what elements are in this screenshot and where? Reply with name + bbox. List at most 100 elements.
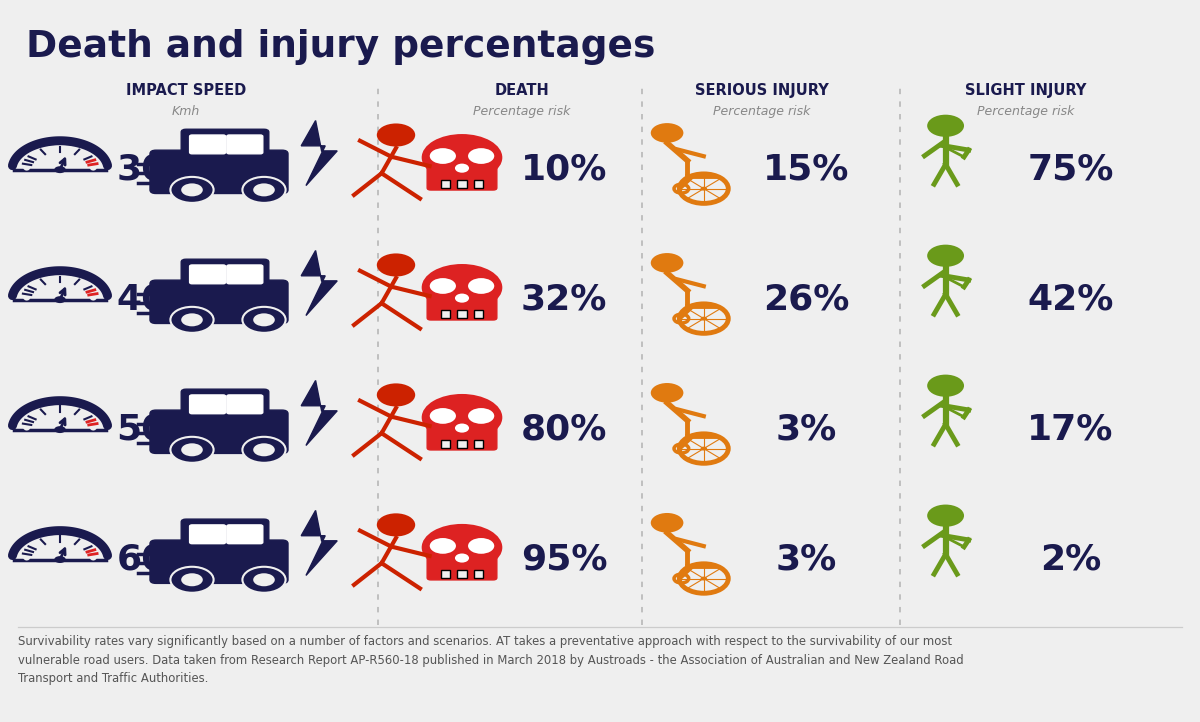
Ellipse shape bbox=[455, 424, 469, 432]
Ellipse shape bbox=[430, 278, 456, 294]
Ellipse shape bbox=[468, 408, 494, 424]
Ellipse shape bbox=[421, 394, 503, 441]
Circle shape bbox=[242, 177, 286, 203]
Text: Survivability rates vary significantly based on a number of factors and scenario: Survivability rates vary significantly b… bbox=[18, 635, 964, 685]
FancyBboxPatch shape bbox=[427, 297, 497, 320]
Text: 30: 30 bbox=[116, 152, 167, 187]
FancyBboxPatch shape bbox=[227, 525, 263, 544]
Circle shape bbox=[242, 307, 286, 333]
FancyBboxPatch shape bbox=[181, 519, 269, 547]
FancyBboxPatch shape bbox=[150, 410, 288, 453]
Circle shape bbox=[54, 556, 66, 563]
Ellipse shape bbox=[468, 538, 494, 554]
FancyBboxPatch shape bbox=[440, 310, 450, 318]
FancyBboxPatch shape bbox=[427, 557, 497, 580]
Text: 95%: 95% bbox=[521, 542, 607, 577]
Ellipse shape bbox=[421, 264, 503, 311]
Circle shape bbox=[377, 513, 415, 536]
Circle shape bbox=[181, 313, 203, 326]
Circle shape bbox=[253, 183, 275, 196]
Circle shape bbox=[377, 383, 415, 406]
Polygon shape bbox=[301, 251, 337, 316]
Circle shape bbox=[54, 426, 66, 433]
Circle shape bbox=[928, 505, 964, 527]
FancyBboxPatch shape bbox=[181, 259, 269, 287]
Circle shape bbox=[650, 123, 684, 143]
Circle shape bbox=[377, 253, 415, 277]
Text: 40: 40 bbox=[116, 282, 167, 317]
Text: 75%: 75% bbox=[1027, 152, 1114, 187]
Circle shape bbox=[181, 443, 203, 456]
FancyBboxPatch shape bbox=[440, 440, 450, 448]
Ellipse shape bbox=[455, 164, 469, 173]
Text: Percentage risk: Percentage risk bbox=[473, 105, 571, 118]
FancyBboxPatch shape bbox=[474, 440, 484, 448]
FancyBboxPatch shape bbox=[474, 310, 484, 318]
Ellipse shape bbox=[421, 524, 503, 571]
Text: SLIGHT INJURY: SLIGHT INJURY bbox=[965, 83, 1087, 98]
Text: 26%: 26% bbox=[763, 282, 850, 317]
Text: 50: 50 bbox=[116, 412, 167, 447]
Circle shape bbox=[928, 375, 964, 397]
Circle shape bbox=[170, 177, 214, 203]
Circle shape bbox=[54, 166, 66, 173]
Text: DEATH: DEATH bbox=[494, 83, 550, 98]
Circle shape bbox=[253, 443, 275, 456]
Circle shape bbox=[253, 313, 275, 326]
FancyBboxPatch shape bbox=[227, 135, 263, 154]
Circle shape bbox=[170, 437, 214, 463]
Circle shape bbox=[181, 183, 203, 196]
FancyBboxPatch shape bbox=[440, 570, 450, 578]
FancyBboxPatch shape bbox=[190, 135, 226, 154]
FancyBboxPatch shape bbox=[190, 265, 226, 284]
Circle shape bbox=[253, 573, 275, 586]
Text: SERIOUS INJURY: SERIOUS INJURY bbox=[695, 83, 829, 98]
FancyBboxPatch shape bbox=[474, 180, 484, 188]
Text: Percentage risk: Percentage risk bbox=[713, 105, 811, 118]
Text: 17%: 17% bbox=[1027, 412, 1114, 447]
Circle shape bbox=[242, 437, 286, 463]
Text: 15%: 15% bbox=[763, 152, 850, 187]
Circle shape bbox=[170, 567, 214, 593]
Ellipse shape bbox=[430, 408, 456, 424]
FancyBboxPatch shape bbox=[190, 395, 226, 414]
FancyBboxPatch shape bbox=[227, 265, 263, 284]
Ellipse shape bbox=[468, 278, 494, 294]
Circle shape bbox=[701, 447, 707, 451]
Ellipse shape bbox=[455, 554, 469, 562]
FancyBboxPatch shape bbox=[150, 280, 288, 323]
Text: 32%: 32% bbox=[521, 282, 607, 317]
FancyBboxPatch shape bbox=[181, 129, 269, 157]
Polygon shape bbox=[301, 510, 337, 575]
Polygon shape bbox=[301, 380, 337, 445]
FancyBboxPatch shape bbox=[457, 180, 467, 188]
FancyBboxPatch shape bbox=[457, 310, 467, 318]
Text: IMPACT SPEED: IMPACT SPEED bbox=[126, 83, 246, 98]
Ellipse shape bbox=[468, 148, 494, 164]
FancyBboxPatch shape bbox=[427, 167, 497, 190]
FancyBboxPatch shape bbox=[150, 540, 288, 583]
Circle shape bbox=[928, 115, 964, 137]
Text: 3%: 3% bbox=[775, 542, 838, 577]
Text: 42%: 42% bbox=[1027, 282, 1114, 317]
FancyBboxPatch shape bbox=[190, 525, 226, 544]
FancyBboxPatch shape bbox=[440, 180, 450, 188]
Text: 10%: 10% bbox=[521, 152, 607, 187]
Text: 60: 60 bbox=[116, 542, 167, 577]
Text: 3%: 3% bbox=[775, 412, 838, 447]
FancyBboxPatch shape bbox=[181, 389, 269, 417]
Text: Kmh: Kmh bbox=[172, 105, 200, 118]
FancyBboxPatch shape bbox=[457, 570, 467, 578]
Circle shape bbox=[377, 123, 415, 147]
Text: 80%: 80% bbox=[521, 412, 607, 447]
Polygon shape bbox=[301, 121, 337, 186]
Ellipse shape bbox=[455, 294, 469, 303]
FancyBboxPatch shape bbox=[474, 570, 484, 578]
Text: Death and injury percentages: Death and injury percentages bbox=[26, 29, 655, 65]
FancyBboxPatch shape bbox=[150, 150, 288, 193]
Circle shape bbox=[928, 245, 964, 267]
Circle shape bbox=[701, 317, 707, 321]
Text: Percentage risk: Percentage risk bbox=[977, 105, 1075, 118]
Ellipse shape bbox=[421, 134, 503, 181]
Circle shape bbox=[701, 187, 707, 191]
